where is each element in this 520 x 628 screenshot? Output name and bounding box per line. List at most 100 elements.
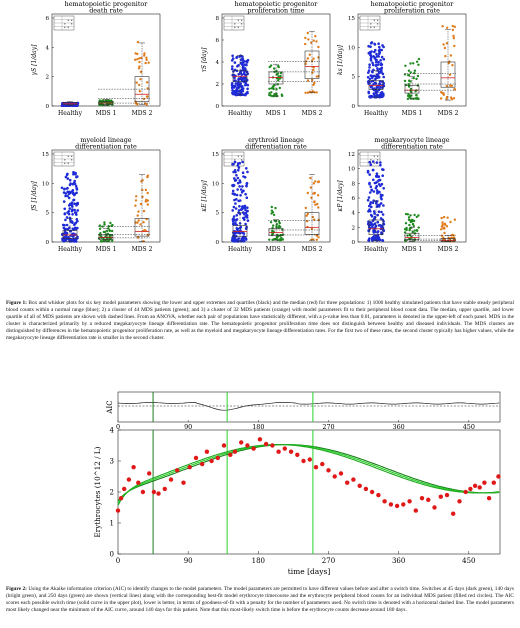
mds1-point: [270, 91, 273, 94]
mds1-point: [103, 223, 106, 226]
panel-frame: [357, 13, 467, 107]
erythrocyte-data-point: [263, 441, 269, 447]
healthy-point: [63, 187, 66, 191]
healthy-point: [371, 201, 375, 205]
mds2-point: [306, 57, 309, 60]
healthy-point: [243, 67, 247, 70]
healthy-point: [73, 223, 76, 227]
healthy-point: [375, 184, 379, 188]
mds2-point: [312, 39, 315, 42]
mds1-point: [278, 77, 281, 80]
mds2-point: [453, 44, 456, 48]
mds1-point: [409, 62, 412, 65]
aic-panel: AIC 0 90 180 270 360 450: [106, 391, 501, 431]
healthy-point: [368, 63, 371, 66]
mds1-point: [107, 225, 110, 228]
erythrocyte-data-point: [122, 486, 127, 492]
legend-mark: *: [237, 20, 239, 24]
panel-frame: [51, 149, 161, 243]
healthy-point: [232, 223, 235, 226]
healthy-point: [377, 60, 380, 64]
mds2-point: [315, 91, 318, 94]
y-tick-label: 12: [348, 152, 356, 158]
legend-mark: *: [71, 23, 73, 27]
healthy-point: [238, 205, 241, 208]
mds2-point: [312, 83, 315, 87]
x-axis-label: time [days]: [288, 567, 331, 576]
healthy-point: [63, 207, 66, 211]
mds1-point: [270, 87, 273, 90]
healthy-point: [66, 190, 69, 194]
box-iqr: [440, 61, 456, 88]
legend-mark: *: [67, 163, 69, 167]
x-category-label: MDS 1: [96, 110, 117, 117]
mds2-point: [145, 81, 149, 84]
mds2-point: [445, 225, 449, 228]
healthy-point: [379, 62, 383, 65]
healthy-point: [373, 43, 377, 46]
mds1-point: [408, 84, 411, 88]
healthy-point: [375, 75, 378, 79]
healthy-point: [235, 198, 238, 201]
mds1-point: [416, 229, 419, 232]
mds1-point: [279, 71, 283, 75]
mds1-point: [275, 92, 278, 95]
mds2-point: [136, 52, 139, 56]
healthy-point: [75, 213, 78, 216]
mds2-point: [443, 46, 447, 50]
mds2-point: [143, 52, 146, 55]
mds1-point: [413, 213, 416, 217]
box-iqr: [304, 212, 320, 235]
mds1-point: [278, 238, 281, 241]
healthy-point: [76, 235, 79, 239]
mds2-point: [304, 91, 307, 95]
healthy-point: [381, 174, 385, 177]
healthy-point: [232, 70, 235, 73]
healthy-point: [366, 76, 370, 79]
mds2-point: [145, 56, 148, 59]
mds1-point: [268, 92, 271, 95]
mds2-point: [448, 84, 452, 87]
mds2-point: [316, 194, 320, 197]
mds2-point: [314, 35, 317, 38]
erythrocyte-data-point: [496, 474, 501, 479]
healthy-point: [242, 65, 245, 68]
mds1-point: [407, 93, 410, 96]
healthy-point: [234, 202, 237, 205]
healthy-point: [377, 63, 380, 66]
healthy-point: [246, 83, 250, 87]
healthy-point: [368, 173, 372, 176]
mds2-point: [138, 90, 141, 93]
healthy-point: [246, 87, 249, 91]
mds1-point: [103, 221, 106, 224]
mds2-point: [143, 54, 146, 57]
healthy-point: [372, 190, 376, 193]
mds1-point: [272, 87, 275, 91]
healthy-point: [242, 77, 245, 80]
erythrocyte-data-point: [432, 505, 437, 510]
healthy-point: [234, 231, 237, 235]
mds2-point: [139, 223, 142, 226]
mds2-point: [445, 42, 449, 45]
mds2-point: [452, 97, 456, 100]
mds1-point: [273, 83, 276, 87]
healthy-point: [67, 204, 71, 207]
box-iqr: [304, 50, 320, 79]
legend-mark: *: [370, 159, 372, 163]
box-iqr: [268, 228, 284, 236]
healthy-point: [242, 239, 246, 243]
erythrocyte-data-point: [147, 471, 152, 476]
mds2-point: [138, 83, 141, 87]
legend-mark: *: [64, 159, 66, 163]
mds2-point: [140, 56, 143, 60]
box-iqr: [404, 232, 420, 241]
y-tick-label: 0: [45, 240, 49, 246]
y-tick-label: 5: [45, 211, 49, 217]
mds1-point: [412, 76, 415, 80]
y-tick-label: 15: [212, 152, 220, 158]
erythrocyte-data-point: [151, 489, 157, 495]
healthy-point: [245, 63, 248, 67]
mds1-point: [101, 225, 104, 228]
mds2-point: [440, 216, 443, 220]
x-category-label: MDS 2: [438, 110, 459, 117]
